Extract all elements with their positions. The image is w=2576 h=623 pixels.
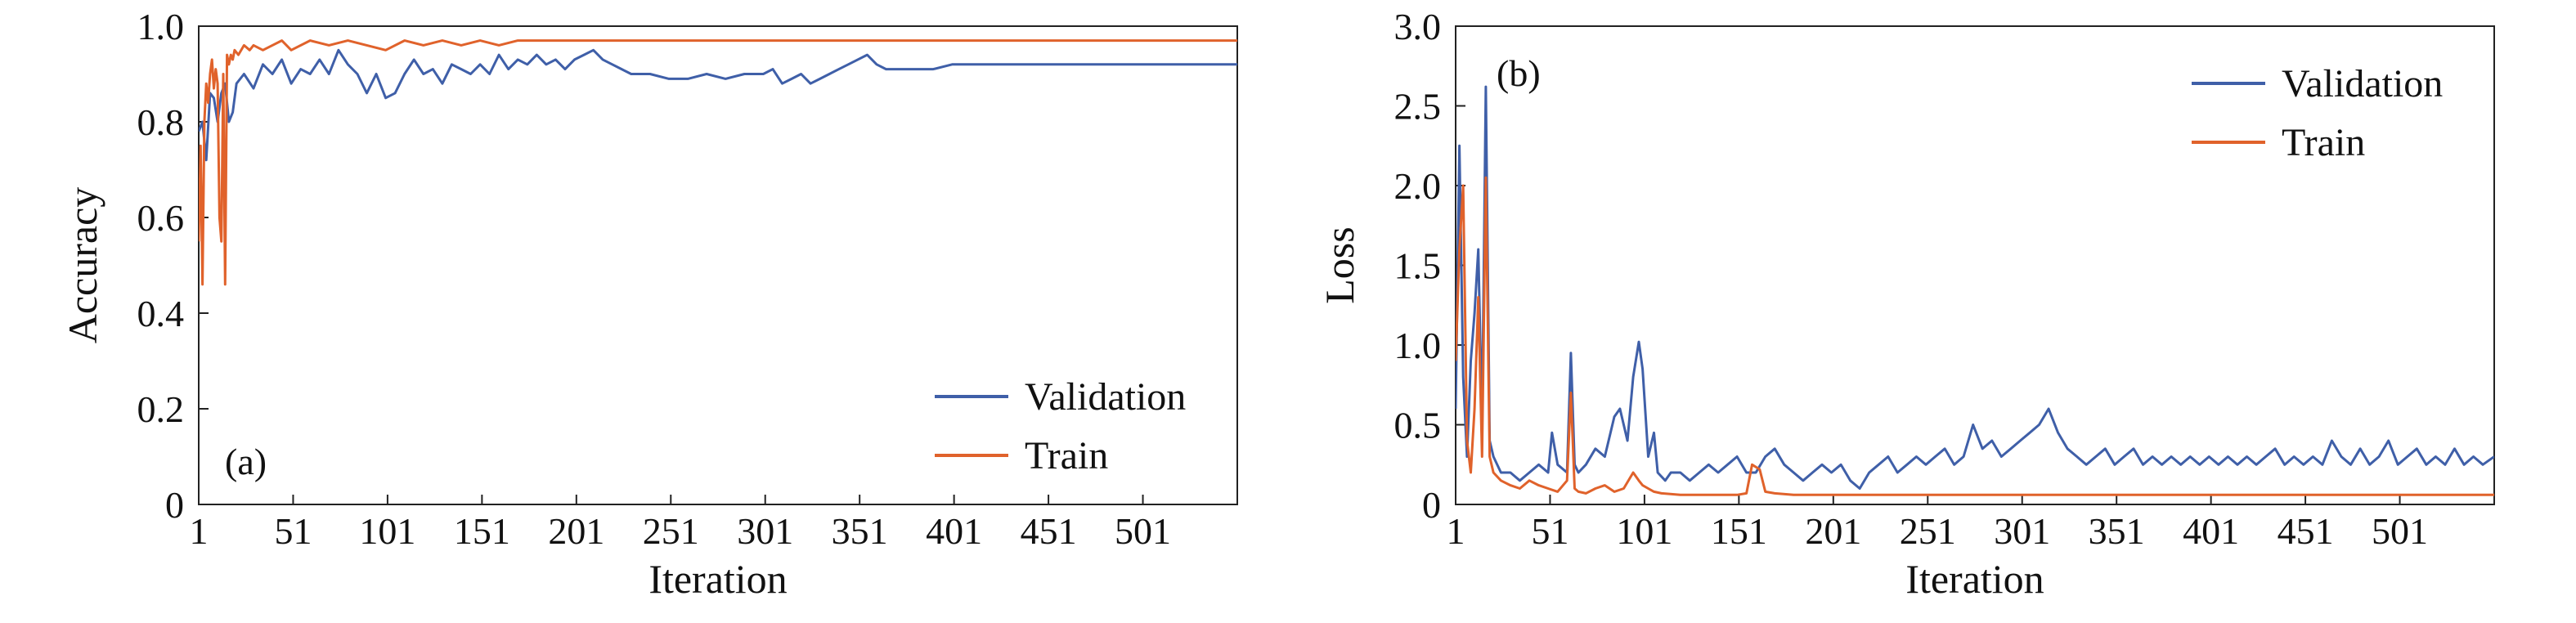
y-tick-label: 2.0 <box>1394 165 1442 207</box>
y-axis-title: Accuracy <box>60 187 105 344</box>
x-tick-label: 51 <box>1531 510 1568 552</box>
y-tick-label: 0 <box>165 484 184 526</box>
y-tick-label: 0.8 <box>137 101 185 143</box>
x-tick-label: 451 <box>1021 510 1077 552</box>
x-tick-label: 351 <box>2089 510 2145 552</box>
y-tick-label: 0 <box>1422 484 1441 526</box>
panel-label: (b) <box>1497 52 1541 94</box>
x-tick-label: 101 <box>1616 510 1672 552</box>
x-tick-label: 501 <box>2372 510 2428 552</box>
y-tick-label: 0.6 <box>137 197 185 239</box>
y-tick-label: 0.5 <box>1394 405 1442 446</box>
legend-label-validation: Validation <box>1025 375 1186 419</box>
x-tick-label: 251 <box>643 510 699 552</box>
x-tick-label: 201 <box>1805 510 1861 552</box>
x-tick-label: 301 <box>737 510 793 552</box>
x-tick-label: 101 <box>359 510 415 552</box>
x-tick-label: 401 <box>926 510 982 552</box>
x-tick-label: 151 <box>454 510 510 552</box>
x-tick-label: 401 <box>2183 510 2239 552</box>
x-tick-label: 1 <box>1447 510 1465 552</box>
chart-panel-2: 1 51 101 151 201 251 301 351 401 451 50100.51.01.5… <box>1317 6 2495 602</box>
series-line-validation <box>1456 85 2494 490</box>
x-tick-label: 201 <box>548 510 604 552</box>
x-axis-title: Iteration <box>1905 556 2044 602</box>
panel-label: (a) <box>225 441 267 482</box>
x-tick-label: 51 <box>274 510 312 552</box>
y-tick-label: 3.0 <box>1394 6 1442 47</box>
y-axis-title: Loss <box>1317 226 1362 303</box>
series-line-validation <box>199 48 1237 162</box>
x-tick-label: 501 <box>1115 510 1171 552</box>
x-tick-label: 301 <box>1994 510 2050 552</box>
series-line-train <box>199 39 1237 286</box>
legend-label-train: Train <box>1025 434 1108 477</box>
x-tick-label: 351 <box>832 510 888 552</box>
y-tick-label: 0.4 <box>137 293 185 334</box>
legend-label-train: Train <box>2282 121 2365 164</box>
y-tick-label: 1.0 <box>1394 325 1442 366</box>
y-tick-label: 0.2 <box>137 388 185 430</box>
x-axis-title: Iteration <box>648 556 787 602</box>
chart-panel-1: 1 51 101 151 201 251 301 351 401 451 50100.20.40.6… <box>60 6 1238 602</box>
y-tick-label: 1.0 <box>137 6 185 47</box>
x-tick-label: 151 <box>1711 510 1767 552</box>
x-tick-label: 1 <box>190 510 209 552</box>
y-tick-label: 1.5 <box>1394 245 1442 287</box>
plot-frame <box>198 25 1238 505</box>
y-tick-label: 2.5 <box>1394 86 1442 128</box>
x-tick-label: 451 <box>2278 510 2334 552</box>
legend-label-validation: Validation <box>2282 62 2443 105</box>
series-line-train <box>1456 176 2494 496</box>
x-tick-label: 251 <box>1900 510 1956 552</box>
